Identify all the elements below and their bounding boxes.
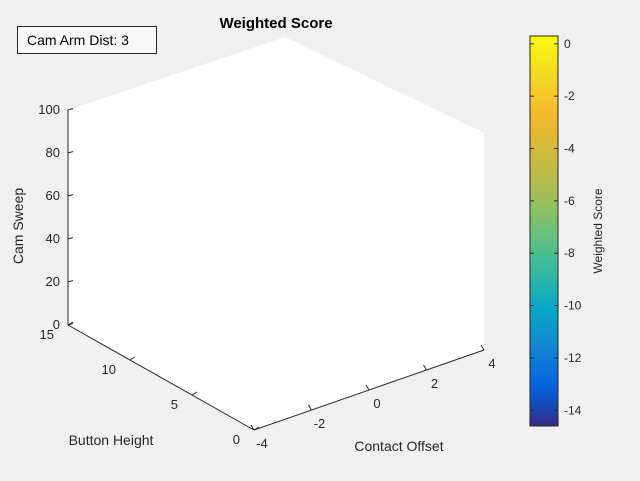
y-tick-label: 15 [40, 327, 54, 342]
z-tick-mark [67, 237, 74, 240]
y-tick-mark [191, 391, 198, 396]
z-tick-label: 20 [46, 274, 60, 289]
z-tick-mark [67, 151, 74, 154]
x-axis-label: Contact Offset [354, 438, 443, 454]
colorbar-label: Weighted Score [591, 188, 605, 273]
z-tick-mark [67, 108, 74, 111]
colorbar [529, 35, 559, 427]
y-tick-mark [67, 321, 74, 326]
colorbar-tick-label: -10 [564, 299, 582, 313]
x-tick-label: 2 [431, 376, 438, 391]
y-tick-label: 0 [233, 432, 240, 447]
axes-background [68, 37, 484, 430]
cam-arm-dist-annotation: Cam Arm Dist: 3 [17, 26, 157, 54]
x-tick-mark [480, 344, 485, 351]
colorbar-tick-label: -2 [564, 89, 575, 103]
z-tick-label: 60 [46, 188, 60, 203]
x-tick-mark [308, 404, 312, 411]
colorbar-tick-label: -6 [564, 194, 575, 208]
x-tick-mark [365, 384, 370, 391]
colorbar-tick-label: -14 [564, 403, 582, 417]
x-tick-label: -4 [256, 436, 268, 451]
ticks-layer: 0 20 40 60 80 100 0 5 10 15 -4 -2 0 2 4 [38, 102, 495, 451]
x-tick-mark [423, 364, 427, 371]
z-tick-mark [67, 280, 74, 283]
z-tick-label: 40 [46, 231, 60, 246]
z-tick-mark [67, 194, 74, 197]
y-tick-mark [129, 356, 136, 361]
y-tick-label: 5 [171, 397, 178, 412]
x-tick-label: 4 [488, 356, 495, 371]
colorbar-ticks: 0 -2 -4 -6 -8 -10 -12 -14 [530, 37, 582, 417]
x-tick-mark [250, 424, 255, 431]
z-tick-label: 0 [53, 317, 60, 332]
y-axis-label: Button Height [69, 432, 154, 448]
z-axis-label: Cam Sweep [10, 188, 26, 264]
colorbar-tick-label: 0 [564, 37, 571, 51]
x-tick-label: 0 [373, 396, 380, 411]
y-tick-mark [253, 426, 260, 431]
colorbar-tick-label: -4 [564, 142, 575, 156]
y-tick-label: 10 [102, 362, 116, 377]
chart-title: Weighted Score [219, 15, 332, 32]
z-tick-label: 80 [46, 145, 60, 160]
colorbar-tick-label: -8 [564, 246, 575, 260]
colorbar-tick-label: -12 [564, 351, 582, 365]
z-tick-label: 100 [38, 102, 60, 117]
y-axis-line [67, 324, 255, 431]
x-tick-label: -2 [314, 416, 326, 431]
